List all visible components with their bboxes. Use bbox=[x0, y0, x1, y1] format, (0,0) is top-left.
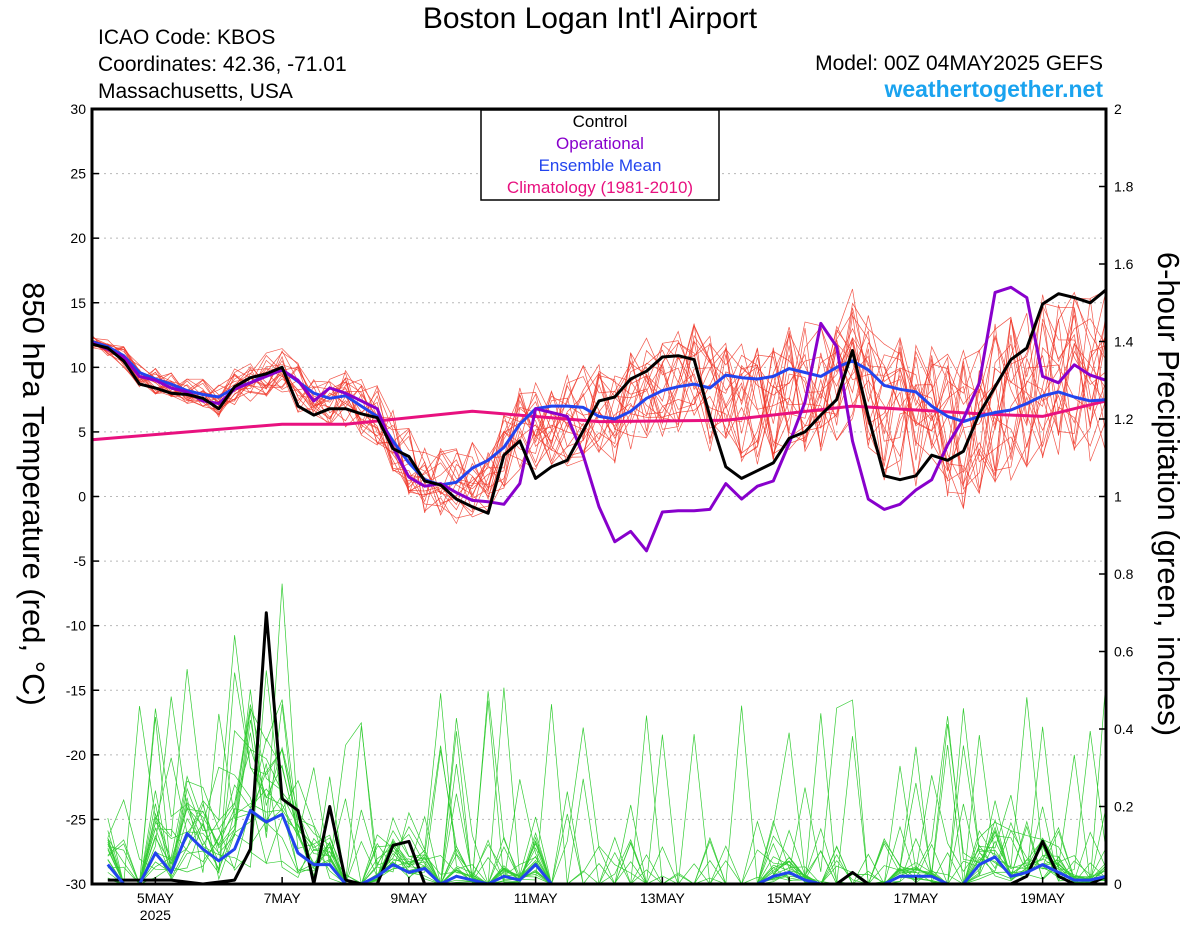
temp-operational-line bbox=[91, 285, 1107, 553]
x-tick-label: 9MAY bbox=[390, 890, 428, 906]
model-run: Model: 00Z 04MAY2025 GEFS bbox=[815, 52, 1103, 75]
legend-box bbox=[480, 109, 720, 201]
icao-code: ICAO Code: KBOS bbox=[98, 26, 276, 49]
temp-member-line bbox=[91, 291, 1107, 516]
x-tick-label: 19MAY bbox=[1020, 890, 1066, 906]
temp-member-line bbox=[91, 297, 1107, 513]
y-left-tick-label: -10 bbox=[66, 618, 86, 634]
y-right-tick-label: 0.4 bbox=[1114, 721, 1134, 737]
y-left-tick-label: 15 bbox=[70, 295, 86, 311]
y-left-tick-label: -25 bbox=[66, 811, 86, 827]
x-tick-label: 13MAY bbox=[640, 890, 686, 906]
y-left-tick-label: -15 bbox=[66, 682, 86, 698]
y-left-tick-label: 5 bbox=[78, 424, 86, 440]
legend-entry: Climatology (1981-2010) bbox=[507, 178, 693, 197]
y-right-tick-label: 1.4 bbox=[1114, 334, 1134, 350]
chart-title: Boston Logan Int'l Airport bbox=[422, 2, 758, 35]
x-tick-label: 17MAY bbox=[893, 890, 939, 906]
legend-entry: Control bbox=[573, 112, 628, 131]
temp-member-line bbox=[91, 315, 1107, 513]
y-right-tick-label: 1.8 bbox=[1114, 179, 1134, 195]
y-right-tick-label: 2 bbox=[1114, 101, 1122, 117]
x-tick-label: 15MAY bbox=[767, 890, 813, 906]
y-left-tick-label: -5 bbox=[74, 553, 87, 569]
y-right-tick-label: 1.6 bbox=[1114, 256, 1134, 272]
temp-member-line bbox=[91, 297, 1107, 501]
legend-entry: Ensemble Mean bbox=[539, 156, 662, 175]
y-left-tick-label: -30 bbox=[66, 876, 86, 892]
y-left-tick-label: 25 bbox=[70, 166, 86, 182]
precip-member-line bbox=[107, 723, 1107, 885]
temp-member-line bbox=[91, 319, 1107, 498]
temp-member-line bbox=[91, 323, 1107, 513]
coordinates: Coordinates: 42.36, -71.01 bbox=[98, 53, 347, 76]
y-right-tick-label: 0.8 bbox=[1114, 566, 1134, 582]
temp-member-line bbox=[91, 308, 1107, 489]
y-right-tick-label: 0.6 bbox=[1114, 644, 1134, 660]
temp-member-line bbox=[91, 307, 1107, 525]
x-tick-label: 11MAY bbox=[514, 890, 558, 906]
x-tick-year-label: 2025 bbox=[140, 907, 171, 923]
y-right-tick-label: 1.2 bbox=[1114, 411, 1134, 427]
y-right-tick-label: 0 bbox=[1114, 876, 1122, 892]
site-name[interactable]: weathertogether.net bbox=[884, 76, 1103, 102]
y-left-tick-label: 30 bbox=[70, 101, 86, 117]
temp-member-line bbox=[91, 290, 1107, 506]
region: Massachusetts, USA bbox=[98, 80, 293, 103]
temp-member-line bbox=[91, 290, 1107, 496]
precip-member-line bbox=[107, 704, 1107, 886]
y-left-tick-label: 0 bbox=[78, 489, 86, 505]
y-right-tick-label: 1 bbox=[1114, 489, 1122, 505]
legend-entry: Operational bbox=[556, 134, 644, 153]
y-left-tick-label: -20 bbox=[66, 747, 86, 763]
temp-control-line bbox=[91, 288, 1107, 515]
temp-member-line bbox=[91, 304, 1107, 511]
y-right-tick-label: 0.2 bbox=[1114, 799, 1134, 815]
precip-control-line bbox=[107, 611, 1107, 886]
x-tick-label: 5MAY bbox=[137, 890, 175, 906]
x-tick-label: 7MAY bbox=[264, 890, 302, 906]
y-left-tick-label: 20 bbox=[70, 230, 86, 246]
y-left-tick-label: 10 bbox=[70, 359, 86, 375]
temp-climatology-1981-2010-line bbox=[91, 399, 1107, 442]
precip-member-line bbox=[107, 679, 1107, 886]
